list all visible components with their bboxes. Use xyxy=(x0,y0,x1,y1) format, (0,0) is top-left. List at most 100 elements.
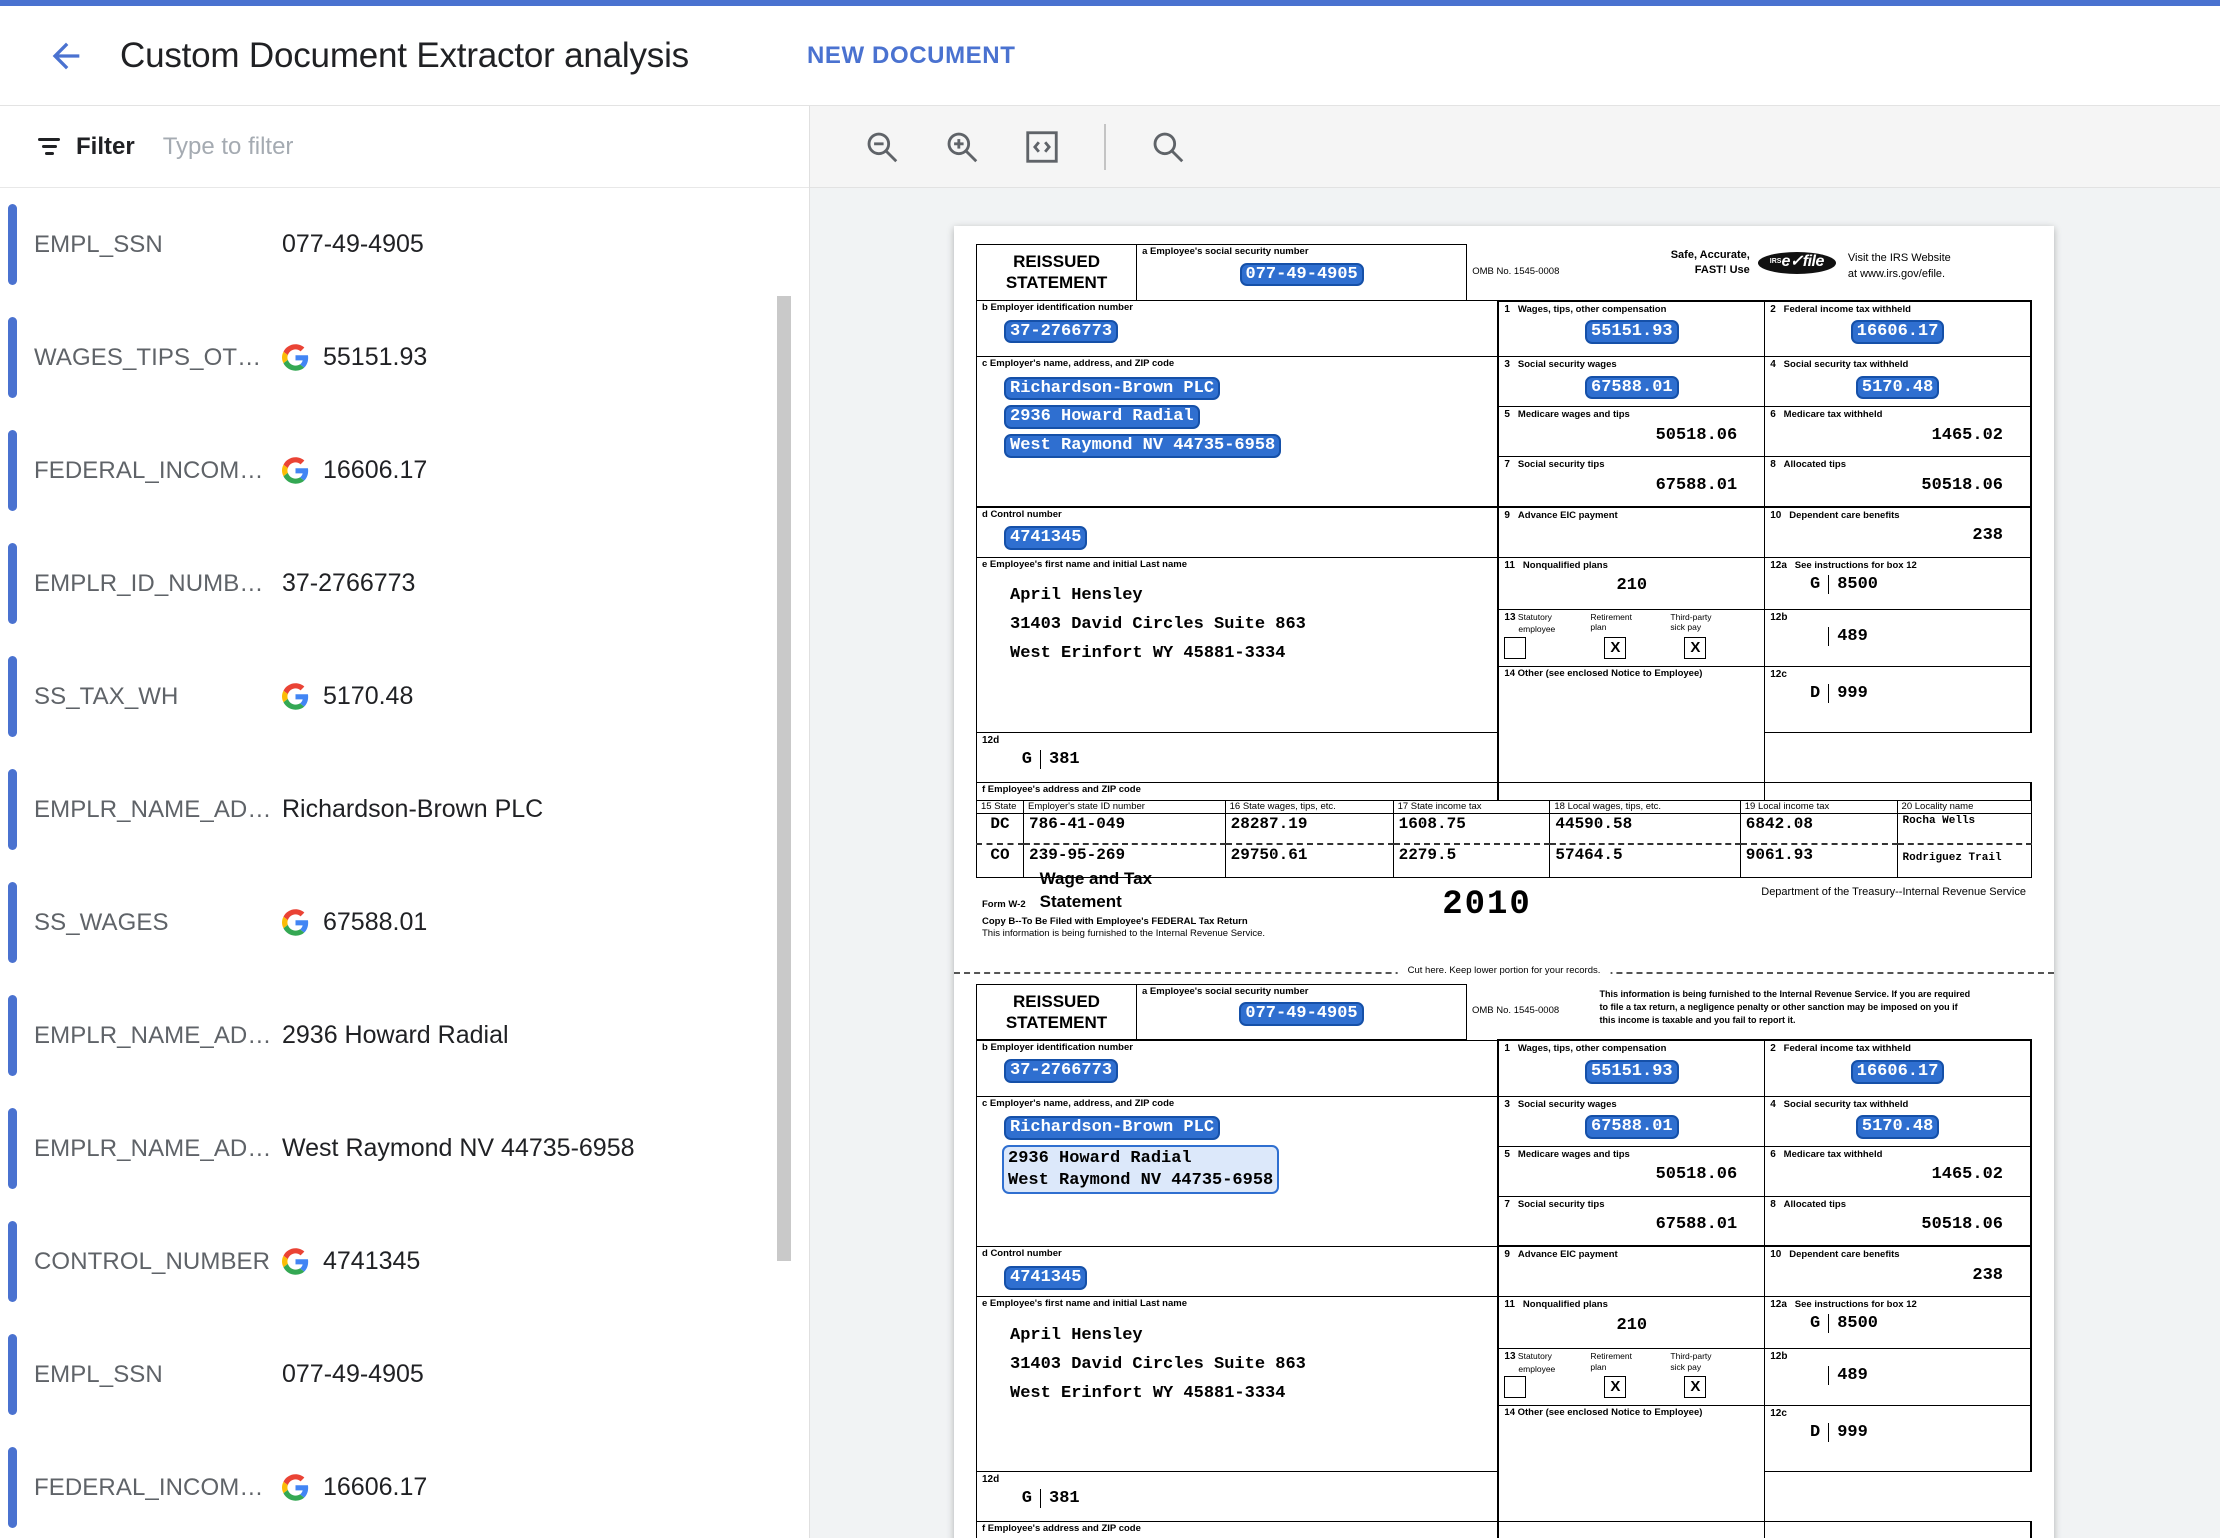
entity-row[interactable]: FEDERAL_INCOM… 16606.17 xyxy=(0,1431,809,1538)
employer-address-line1-highlight[interactable]: 2936 Howard Radial xyxy=(1004,405,1200,430)
box7-cell[interactable]: 7 Social security tips 67588.01 xyxy=(1497,1195,1766,1248)
document-page[interactable]: REISSUED STATEMENT a Employee's social s… xyxy=(954,226,2054,1538)
box10-cell[interactable]: 10 Dependent care benefits 238 xyxy=(1764,1246,2033,1298)
box12b-cell[interactable]: 12b 489 xyxy=(1764,1348,2033,1407)
box11-cell[interactable]: 11 Nonqualified plans 210 xyxy=(1497,556,1766,610)
employer-cell[interactable]: c Employer's name, address, and ZIP code… xyxy=(976,1095,1499,1247)
zoom-in-button[interactable] xyxy=(926,117,998,177)
box13-retirement-checkbox[interactable]: X xyxy=(1604,1376,1627,1399)
viewer-canvas[interactable]: REISSUED STATEMENT a Employee's social s… xyxy=(810,188,2220,1538)
control-number-cell[interactable]: d Control number 4741345 xyxy=(976,1246,1499,1298)
box9-cell[interactable]: 9 Advance EIC payment xyxy=(1497,1246,1766,1298)
w2-form-copy-c[interactable]: REISSUED STATEMENT a Employee's social s… xyxy=(976,983,2033,1538)
zoom-out-button[interactable] xyxy=(846,117,918,177)
box9-cell[interactable]: 9 Advance EIC payment xyxy=(1497,506,1766,558)
box10-cell[interactable]: 10 Dependent care benefits 238 xyxy=(1764,506,2033,558)
employer-address-line2-highlight[interactable]: West Raymond NV 44735-6958 xyxy=(1004,434,1282,458)
box13-cell[interactable]: 13 Statutory employee Retirement plan Thir… xyxy=(1497,608,1766,667)
ssn-cell[interactable]: a Employee's social security number 077-… xyxy=(1136,983,1467,1041)
ein-value-highlight[interactable]: 37-2766773 xyxy=(1004,319,1119,344)
box1-cell[interactable]: 1 Wages, tips, other compensation 55151.… xyxy=(1497,1039,1766,1097)
box3-cell[interactable]: 3 Social security wages 67588.01 xyxy=(1497,356,1766,407)
box2-value-highlight[interactable]: 16606.17 xyxy=(1850,1059,1945,1084)
state-row[interactable]: CO 239-95-269 29750.61 2279.5 57464.5 90… xyxy=(975,843,2033,879)
box12c-cell[interactable]: 12c D 999 xyxy=(1764,1405,2033,1473)
box12d-cell[interactable]: 12d G 381 xyxy=(976,731,1500,783)
entity-row[interactable]: EMPL_SSN 077-49-4905 xyxy=(0,188,809,301)
box14-cell[interactable]: 14 Other (see enclosed Notice to Employe… xyxy=(1497,665,1766,783)
entity-row[interactable]: FEDERAL_INCOM… 16606.17 xyxy=(0,414,809,527)
box12d-cell[interactable]: 12d G 381 xyxy=(976,1471,1500,1523)
employer-name-highlight[interactable]: Richardson-Brown PLC xyxy=(1004,376,1221,401)
box4-value-highlight[interactable]: 5170.48 xyxy=(1855,375,1940,400)
entity-row[interactable]: EMPL_SSN 077-49-4905 xyxy=(0,1318,809,1431)
box4-cell[interactable]: 4 Social security tax withheld 5170.48 xyxy=(1764,356,2033,407)
entity-row[interactable]: CONTROL_NUMBER 4741345 xyxy=(0,1205,809,1318)
entity-row[interactable]: SS_TAX_WH 5170.48 xyxy=(0,640,809,753)
box13-thirdparty-checkbox[interactable]: X xyxy=(1684,636,1707,659)
box2-value-highlight[interactable]: 16606.17 xyxy=(1850,320,1945,344)
entity-row[interactable]: EMPLR_NAME_AD… Richardson-Brown PLC xyxy=(0,753,809,866)
box1-value-highlight[interactable]: 55151.93 xyxy=(1585,1059,1679,1084)
ssn-value-highlight[interactable]: 077-49-4905 xyxy=(1239,1002,1364,1026)
filter-input[interactable] xyxy=(162,132,543,161)
search-button[interactable] xyxy=(1132,117,1204,177)
box5-cell[interactable]: 5 Medicare wages and tips 50518.06 xyxy=(1497,406,1766,457)
ein-value-highlight[interactable]: 37-2766773 xyxy=(1004,1059,1119,1083)
box3-value-highlight[interactable]: 67588.01 xyxy=(1585,1115,1679,1139)
box14-cell[interactable]: 14 Other (see enclosed Notice to Employe… xyxy=(1497,1405,1766,1523)
control-number-value-highlight[interactable]: 4741345 xyxy=(1004,526,1088,550)
box13-cell[interactable]: 13 Statutory employee Retirement plan Thir… xyxy=(1497,1348,1766,1407)
box13-statutory-checkbox[interactable] xyxy=(1504,1376,1527,1399)
box13-retirement-checkbox[interactable]: X xyxy=(1604,636,1627,659)
control-number-cell[interactable]: d Control number 4741345 xyxy=(976,506,1499,558)
box6-cell[interactable]: 6 Medicare tax withheld 1465.02 xyxy=(1764,1145,2033,1197)
box1-cell[interactable]: 1 Wages, tips, other compensation 55151.… xyxy=(1497,299,1766,357)
state-row[interactable]: DC 786-41-049 28287.19 1608.75 44590.58 … xyxy=(975,813,2033,845)
employee-cell[interactable]: e Employee's first name and initial Last… xyxy=(976,556,1499,733)
new-document-button[interactable]: NEW DOCUMENT xyxy=(806,41,1016,69)
entity-list[interactable]: EMPL_SSN 077-49-4905 WAGES_TIPS_OT… 5515… xyxy=(0,188,809,1538)
box11-cell[interactable]: 11 Nonqualified plans 210 xyxy=(1497,1296,1766,1350)
box8-cell[interactable]: 8 Allocated tips 50518.06 xyxy=(1764,456,2033,508)
box13-thirdparty-checkbox[interactable]: X xyxy=(1684,1376,1707,1399)
box3-cell[interactable]: 3 Social security wages 67588.01 xyxy=(1497,1095,1766,1147)
ein-cell[interactable]: b Employer identification number 37-2766… xyxy=(976,300,1499,357)
page-title: Custom Document Extractor analysis xyxy=(120,35,689,75)
entity-row[interactable]: EMPLR_ID_NUMB… 37-2766773 xyxy=(0,527,809,640)
ssn-value-highlight[interactable]: 077-49-4905 xyxy=(1239,262,1364,287)
box3-value-highlight[interactable]: 67588.01 xyxy=(1585,375,1679,400)
box2-cell[interactable]: 2 Federal income tax withheld 16606.17 xyxy=(1764,299,2033,357)
entity-row[interactable]: WAGES_TIPS_OT… 55151.93 xyxy=(0,301,809,414)
form-number: Form W-2 xyxy=(982,898,1026,910)
box13-statutory-checkbox[interactable] xyxy=(1504,636,1527,659)
employer-cell[interactable]: c Employer's name, address, and ZIP code… xyxy=(976,356,1499,507)
employer-address-group-highlight[interactable]: 2936 Howard Radial West Raymond NV 44735… xyxy=(1002,1145,1280,1194)
box6-cell[interactable]: 6 Medicare tax withheld 1465.02 xyxy=(1764,406,2033,457)
code-view-button[interactable] xyxy=(1006,117,1078,177)
box1-value-highlight[interactable]: 55151.93 xyxy=(1585,320,1679,344)
box12c-cell[interactable]: 12c D 999 xyxy=(1764,665,2033,733)
box5-cell[interactable]: 5 Medicare wages and tips 50518.06 xyxy=(1497,1145,1766,1197)
back-button[interactable] xyxy=(38,28,94,84)
box4-value-highlight[interactable]: 5170.48 xyxy=(1855,1115,1940,1139)
employee-cell[interactable]: e Employee's first name and initial Last… xyxy=(976,1296,1499,1473)
sidebar-scrollbar-thumb[interactable] xyxy=(777,296,791,1261)
ssn-cell[interactable]: a Employee's social security number 077-… xyxy=(1136,244,1468,301)
box4-cell[interactable]: 4 Social security tax withheld 5170.48 xyxy=(1764,1095,2033,1147)
box12a-cell[interactable]: 12a See instructions for box 12 G 8500 xyxy=(1764,556,2033,610)
employer-name-highlight[interactable]: Richardson-Brown PLC xyxy=(1004,1116,1221,1140)
sidebar-scrollbar[interactable] xyxy=(777,188,791,1538)
control-number-value-highlight[interactable]: 4741345 xyxy=(1004,1265,1088,1290)
box12b-cell[interactable]: 12b 489 xyxy=(1764,608,2033,667)
entity-row[interactable]: SS_WAGES 67588.01 xyxy=(0,866,809,979)
box7-cell[interactable]: 7 Social security tips 67588.01 xyxy=(1497,456,1766,508)
box2-cell[interactable]: 2 Federal income tax withheld 16606.17 xyxy=(1764,1039,2033,1097)
w2-form-copy-b[interactable]: REISSUED STATEMENT a Employee's social s… xyxy=(975,244,2033,952)
ein-cell[interactable]: b Employer identification number 37-2766… xyxy=(976,1039,1499,1097)
entity-row[interactable]: EMPLR_NAME_AD… 2936 Howard Radial xyxy=(0,979,809,1092)
filter-icon[interactable] xyxy=(34,132,64,162)
entity-row[interactable]: EMPLR_NAME_AD… West Raymond NV 44735-695… xyxy=(0,1092,809,1205)
box12a-cell[interactable]: 12a See instructions for box 12 G 8500 xyxy=(1764,1296,2033,1350)
box8-cell[interactable]: 8 Allocated tips 50518.06 xyxy=(1764,1195,2033,1248)
